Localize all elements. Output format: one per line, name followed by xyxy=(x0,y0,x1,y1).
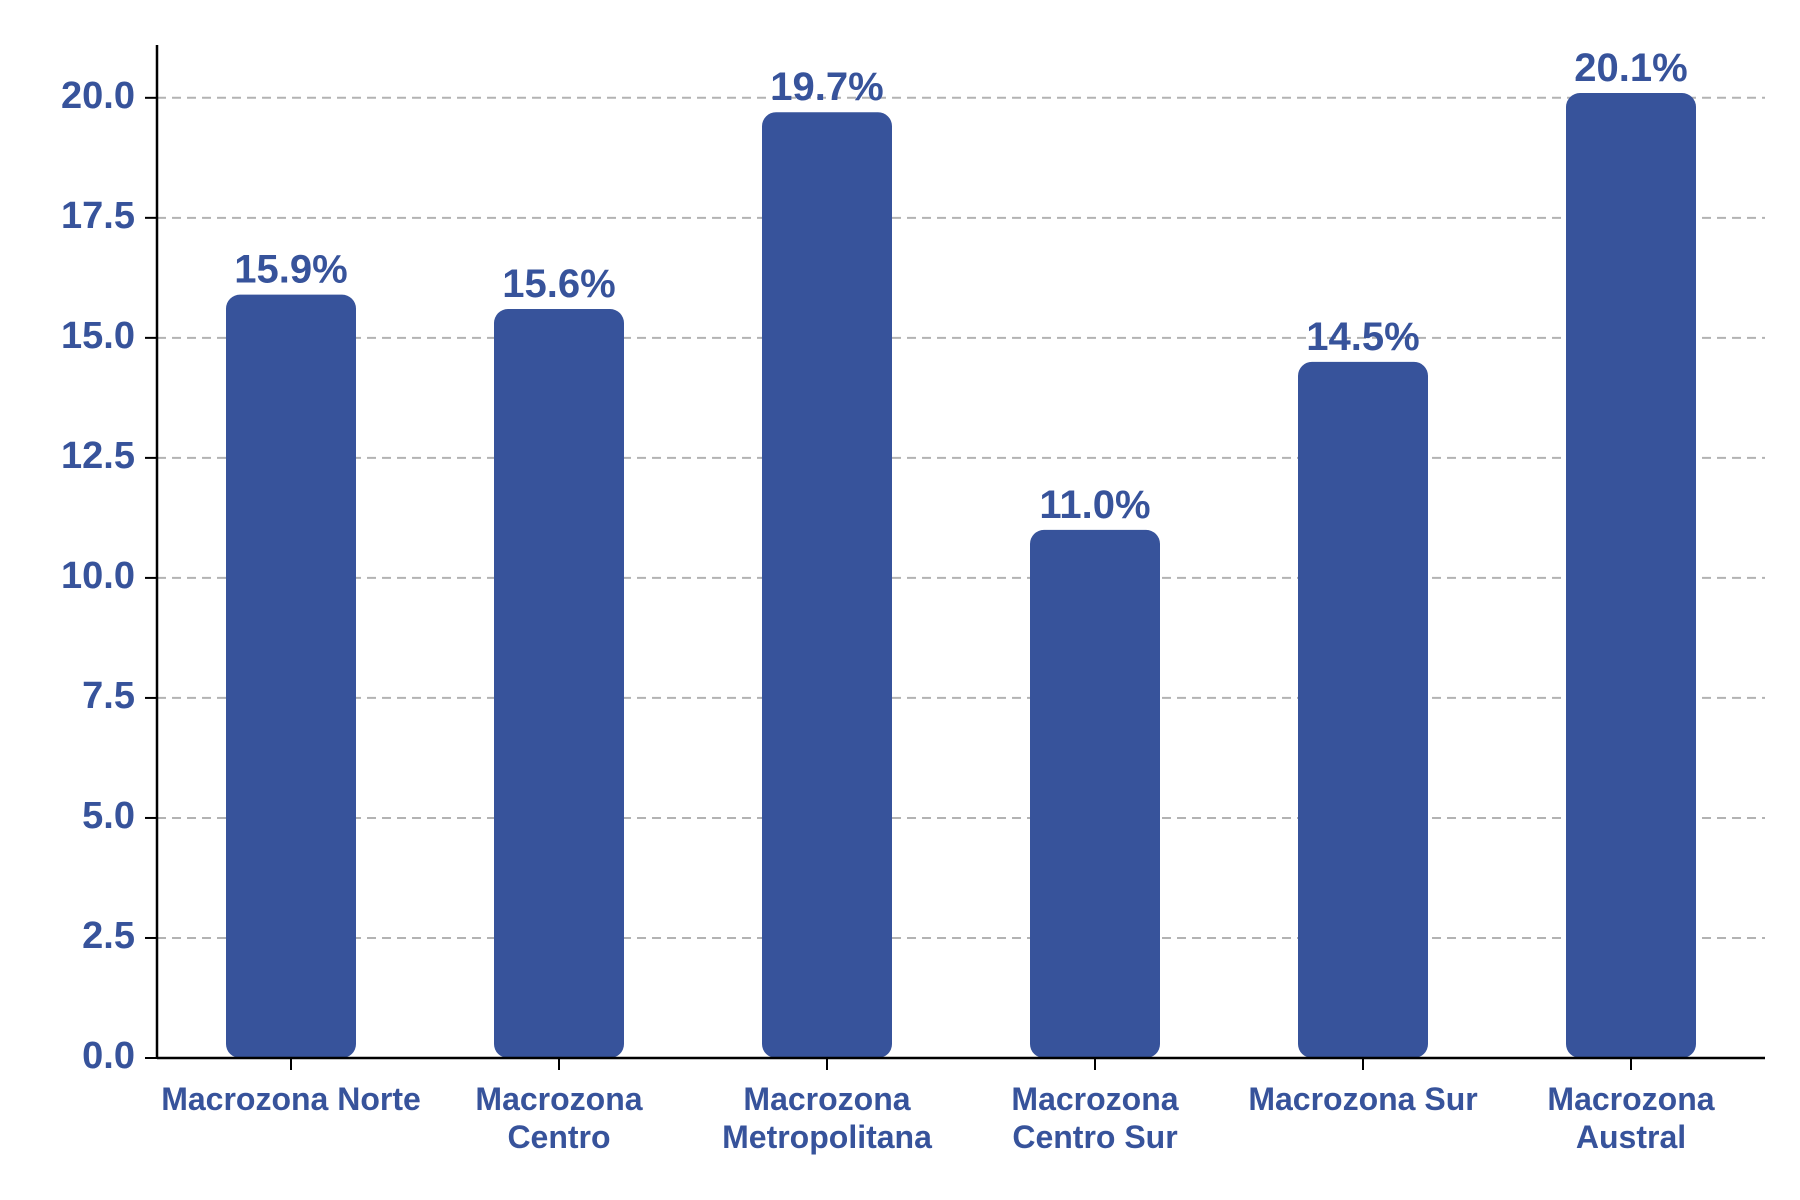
y-tick-label: 2.5 xyxy=(82,915,135,957)
category-label-line: Austral xyxy=(1576,1119,1686,1155)
y-tick-label: 10.0 xyxy=(61,555,135,597)
data-label: 15.9% xyxy=(234,248,347,292)
category-label-line: Centro xyxy=(507,1119,610,1155)
category-label-line: Macrozona xyxy=(743,1081,910,1117)
data-label: 20.1% xyxy=(1574,46,1687,90)
y-tick-label: 12.5 xyxy=(61,435,135,477)
category-label: Macrozona Sur xyxy=(1248,1081,1477,1117)
y-tick-label: 17.5 xyxy=(61,195,135,237)
category-label-line: Macrozona xyxy=(1011,1081,1178,1117)
y-tick-label: 15.0 xyxy=(61,315,135,357)
category-label-line: Macrozona xyxy=(475,1081,642,1117)
bar xyxy=(494,309,624,1058)
y-tick-label: 7.5 xyxy=(82,675,135,717)
axes xyxy=(145,45,1765,1070)
category-label-line: Metropolitana xyxy=(722,1119,932,1155)
y-tick-label: 5.0 xyxy=(82,795,135,837)
bar xyxy=(762,112,892,1059)
bar xyxy=(1030,529,1160,1058)
bars xyxy=(226,93,1696,1059)
data-label: 14.5% xyxy=(1306,315,1419,359)
category-label: Macrozona Centro xyxy=(475,1081,642,1155)
y-tick-label: 0.0 xyxy=(82,1035,135,1077)
labels: 0.0 2.5 5.0 7.5 10.0 12.5 15.0 17.5 20.0 15.9% Mac… xyxy=(61,46,1715,1155)
data-label: 15.6% xyxy=(502,262,615,306)
category-label: Macrozona Centro Sur xyxy=(1011,1081,1178,1155)
category-label-line: Centro Sur xyxy=(1012,1119,1177,1155)
y-tick-label: 20.0 xyxy=(61,75,135,117)
category-label: Macrozona Metropolitana xyxy=(722,1081,932,1155)
category-label-line: Macrozona xyxy=(1547,1081,1714,1117)
category-label-line: Macrozona Sur xyxy=(1248,1081,1477,1117)
data-label: 11.0% xyxy=(1039,483,1150,527)
bar xyxy=(1566,93,1696,1059)
bar xyxy=(226,294,356,1058)
grid-lines xyxy=(157,96,1765,939)
category-label: Macrozona Austral xyxy=(1547,1081,1714,1155)
category-label-line: Macrozona Norte xyxy=(161,1081,421,1117)
data-label: 19.7% xyxy=(770,65,883,109)
bar xyxy=(1298,361,1428,1058)
category-label: Macrozona Norte xyxy=(161,1081,421,1117)
